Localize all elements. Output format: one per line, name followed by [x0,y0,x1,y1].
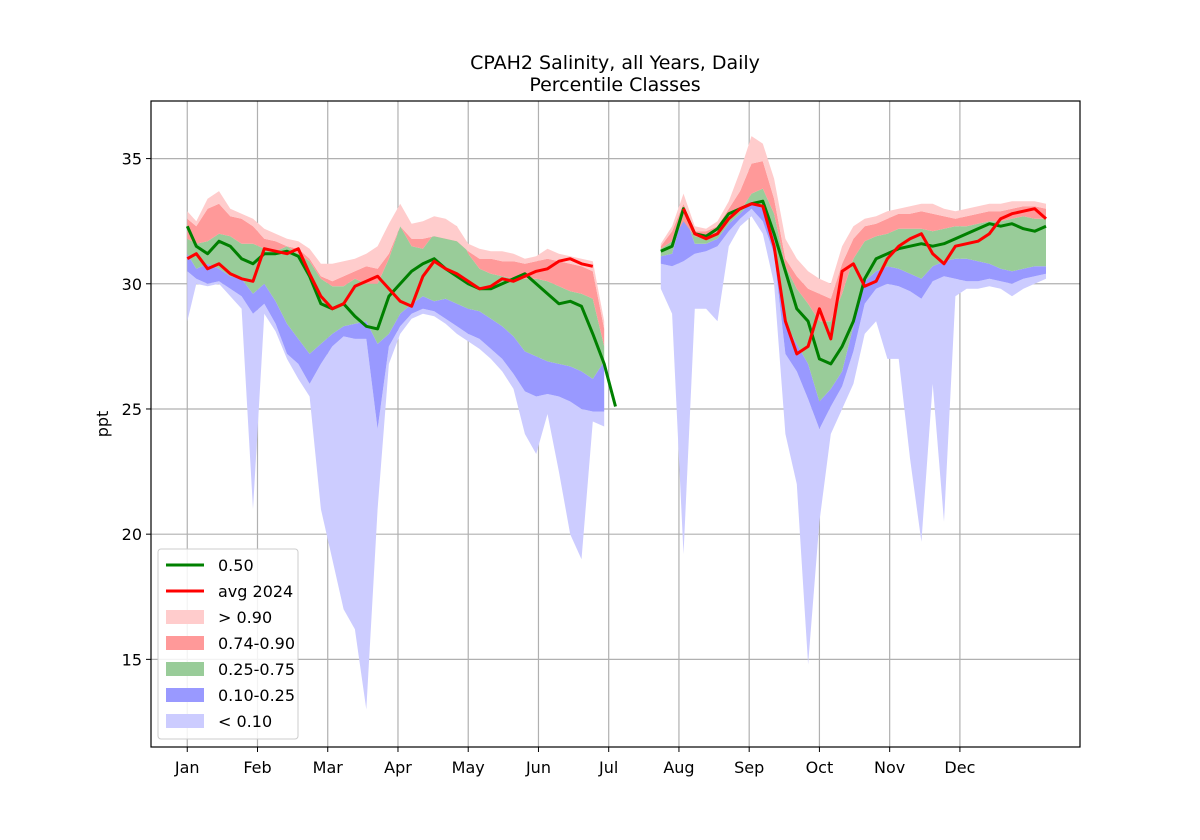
legend-label-0-74-0-90: 0.74-0.90 [218,634,295,653]
x-tick-label-sep: Sep [734,758,764,777]
x-tick-label-aug: Aug [663,758,694,777]
series-line-median-0 [185,225,617,407]
plot-frame [150,100,1081,748]
x-tick-label-jun: Jun [525,758,551,777]
legend-swatch-0-25-0-75 [166,662,204,676]
band-gt-0-90-0 [187,191,605,329]
chart-subtitle: Percentile Classes [529,74,700,96]
y-tick-label-20: 20 [122,525,142,544]
legend-swatch-0-10-0-25 [166,688,204,702]
y-tick-label-25: 25 [122,400,142,419]
x-tick-label-nov: Nov [874,758,905,777]
x-tick-label-mar: Mar [313,758,344,777]
legend-label-0-10: < 0.10 [218,712,272,731]
x-tick-label-feb: Feb [243,758,271,777]
legend-label-0-50: 0.50 [218,556,254,575]
x-tick-label-apr: Apr [384,758,412,777]
chart-title: CPAH2 Salinity, all Years, Daily [470,52,760,74]
legend-swatch-0-74-0-90 [166,636,204,650]
y-tick-label-15: 15 [122,650,142,669]
x-tick-label-may: May [452,758,485,777]
x-tick-label-dec: Dec [944,758,975,777]
series-line-avg-2024-0 [186,247,594,311]
legend-label-0-90: > 0.90 [218,608,272,627]
legend-label-0-25-0-75: 0.25-0.75 [218,660,295,679]
x-tick-label-jan: Jan [174,758,200,777]
band-0-25-0-75-0 [187,221,605,379]
legend-swatch-0-10 [166,714,204,728]
series-line-avg-2024-1 [682,202,1047,356]
legend-swatch-0-90 [166,610,204,624]
series-line-median-1 [660,199,1047,366]
band-0-74-0-90-1 [660,161,1046,322]
legend: 0.50 avg 2024 > 0.90 0.74-0.90 0.25-0.75 0.10… [157,548,299,740]
y-axis-label: ppt [93,411,112,438]
legend-label-avg-2024: avg 2024 [218,582,293,601]
x-tick-label-jul: Jul [598,758,618,777]
x-tick-label-oct: Oct [806,758,834,777]
y-tick-label-35: 35 [122,150,142,169]
y-tick-label-30: 30 [122,275,142,294]
legend-label-0-10-0-25: 0.10-0.25 [218,686,295,705]
plot-area [151,101,1080,747]
band-lt-0-10-1 [660,208,1046,665]
axes: 15 20 25 30 35 Jan Feb Mar Apr May Jun Jul Aug Sep Oct… [122,100,1081,777]
